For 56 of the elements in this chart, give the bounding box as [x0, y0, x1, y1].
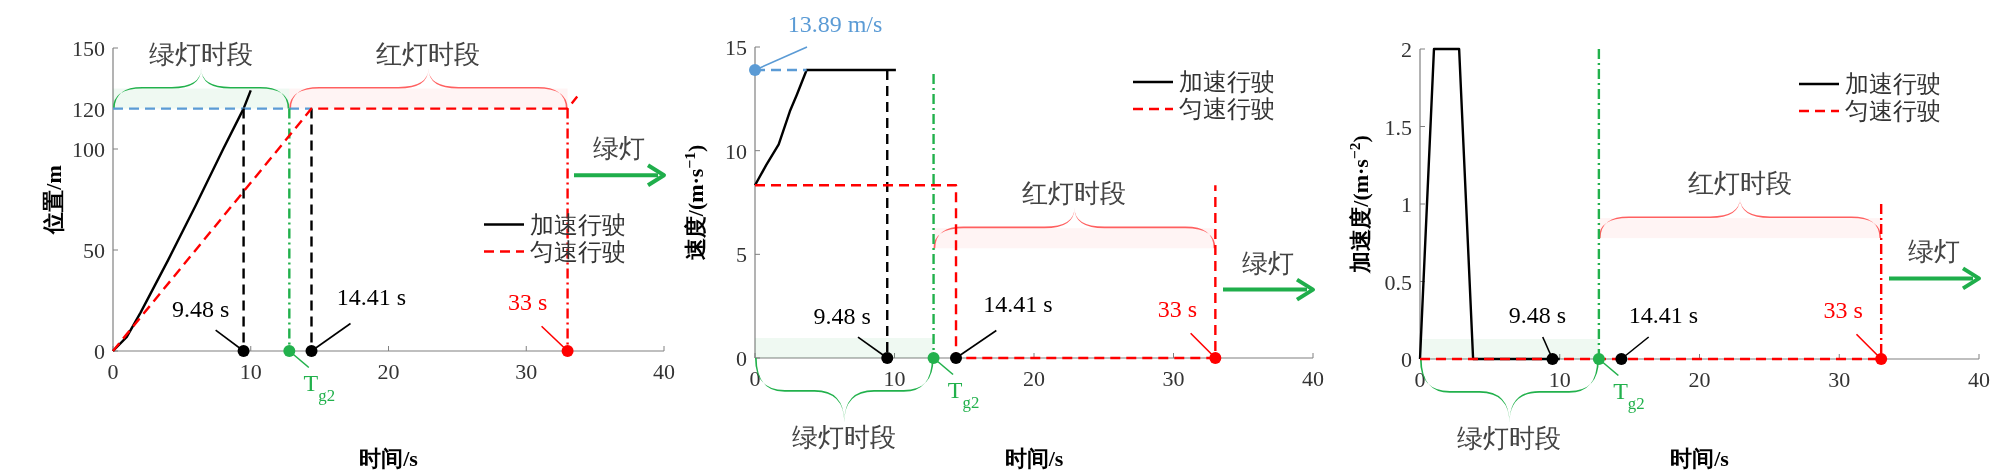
y-tick-label: 0.5 [1384, 269, 1412, 295]
x-tick-label: 10 [883, 366, 906, 391]
legend-label: 加速行驶 [530, 211, 626, 238]
y-tick-label: 150 [72, 36, 105, 61]
annotation: T$_{g2}$ [303, 370, 336, 405]
x-tick-label: 10 [1548, 367, 1571, 392]
legend-label: 匀速行驶 [530, 238, 626, 265]
band-label: 绿灯时段 [1457, 424, 1562, 453]
annotation: 33 s [1823, 297, 1863, 323]
x-tick-label: 30 [515, 359, 538, 384]
annotation: 绿灯 [1242, 248, 1294, 278]
band-label: 绿灯时段 [149, 39, 254, 69]
annotation: T$_{g2}$ [1613, 378, 1645, 413]
y-tick-label: 2 [1401, 37, 1412, 62]
y-tick-label: 1 [1401, 192, 1412, 217]
y-tick-label: 1.5 [1384, 114, 1412, 140]
x-tick-label: 30 [1162, 366, 1185, 391]
annotation: 9.48 s [813, 303, 871, 329]
band-label: 红灯时段 [376, 39, 481, 69]
legend-label: 加速行驶 [1845, 71, 1941, 97]
annotation: 13.89 m/s [787, 11, 883, 38]
x-axis-title: 时间/s [1004, 446, 1064, 471]
legend-label: 匀速行驶 [1845, 98, 1941, 124]
y-axis-title: 位置/m [41, 165, 66, 235]
y-tick-label: 15 [725, 35, 747, 60]
legend-label: 匀速行驶 [1179, 96, 1275, 122]
annotation: 绿灯 [593, 134, 645, 164]
annotation: 33 s [1157, 296, 1198, 322]
y-tick-label: 50 [83, 238, 105, 263]
x-axis-title: 时间/s [1670, 446, 1730, 471]
x-tick-label: 40 [653, 359, 675, 384]
legend-label: 加速行驶 [1179, 69, 1275, 95]
band-label: 红灯时段 [1022, 179, 1127, 209]
y-tick-label: 120 [72, 96, 105, 122]
x-tick-label: 40 [1968, 367, 1990, 392]
annotation: 9.48 s [1508, 302, 1567, 328]
annotation: 9.48 s [171, 296, 230, 322]
x-tick-label: 20 [1688, 367, 1711, 392]
y-tick-label: 100 [72, 137, 105, 162]
band-label: 红灯时段 [1688, 169, 1793, 199]
annotation: 33 s [507, 289, 548, 315]
y-tick-label: 0 [94, 339, 105, 364]
x-tick-label: 30 [1828, 367, 1851, 392]
x-tick-label: 20 [1023, 366, 1045, 391]
x-axis-title: 时间/s [359, 446, 419, 471]
annotation: 14.41 s [983, 291, 1053, 317]
x-tick-label: 40 [1302, 366, 1324, 391]
x-tick-label: 10 [239, 359, 262, 384]
y-tick-label: 5 [736, 242, 747, 268]
x-tick-label: 20 [377, 359, 400, 384]
annotation: 14.41 s [336, 284, 407, 310]
annotation: 14.41 s [1628, 302, 1699, 328]
annotation: 绿灯 [1908, 237, 1960, 267]
band-label: 绿灯时段 [792, 423, 897, 452]
y-tick-label: 10 [725, 138, 747, 164]
annotation: T$_{g2}$ [947, 377, 980, 412]
